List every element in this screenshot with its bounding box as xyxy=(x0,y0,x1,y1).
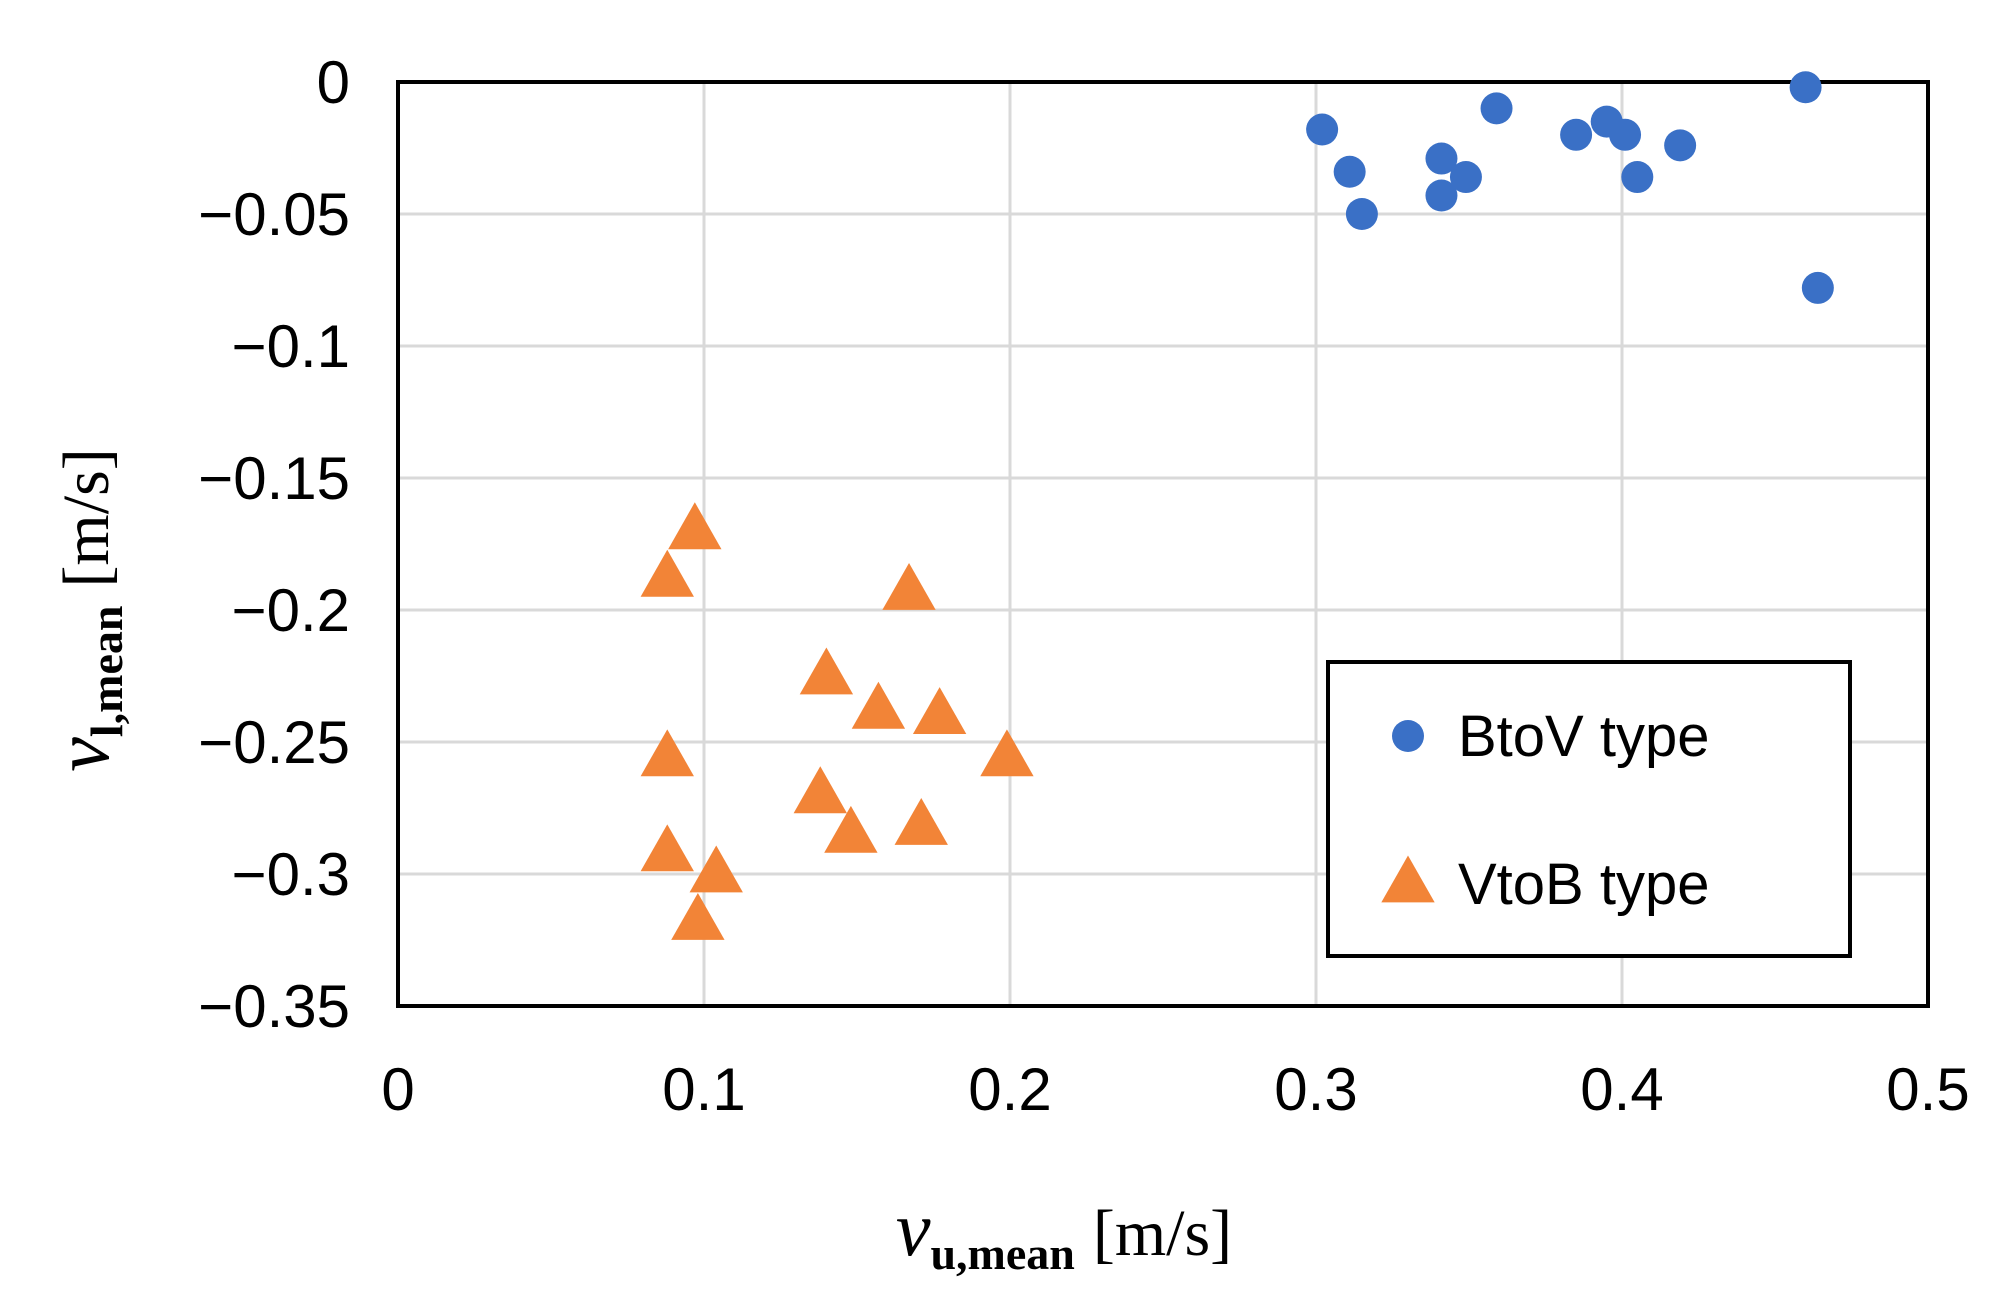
data-point-circle xyxy=(1425,142,1458,175)
x-tick-label: 0.5 xyxy=(1886,1056,1969,1123)
x-tick-labels: 0 0.1 0.2 0.3 0.4 0.5 xyxy=(381,1056,1969,1123)
plot-area-frame xyxy=(396,80,1930,1008)
legend-item: BtoV type xyxy=(1392,704,1709,769)
legend-item: VtoB type xyxy=(1381,852,1709,917)
y-tick-label: −0.2 xyxy=(232,577,350,644)
x-tick-label: 0.4 xyxy=(1580,1056,1663,1123)
data-point-triangle xyxy=(668,502,722,550)
data-point-circle xyxy=(1345,198,1378,230)
data-point-circle xyxy=(1306,113,1339,146)
data-point-triangle xyxy=(689,845,743,893)
data-point-triangle xyxy=(640,729,694,777)
data-point-circle xyxy=(1480,92,1513,125)
x-axis-symbol: v xyxy=(896,1185,931,1272)
y-axis-subscript: l,mean xyxy=(81,606,132,738)
data-point-circle xyxy=(1621,161,1654,194)
x-axis-subscript: u,mean xyxy=(930,1228,1074,1279)
legend-label: VtoB type xyxy=(1458,852,1709,917)
data-point-triangle xyxy=(640,824,694,872)
data-point-circle xyxy=(1609,118,1642,151)
data-point-triangle xyxy=(793,766,847,814)
x-tick-label: 0.3 xyxy=(1274,1056,1357,1123)
x-axis-unit: [m/s] xyxy=(1093,1197,1232,1270)
y-tick-label: −0.25 xyxy=(198,709,350,776)
data-point-triangle xyxy=(980,729,1034,777)
data-point-circle xyxy=(1664,129,1697,162)
data-point-circle xyxy=(1449,161,1482,194)
y-tick-label: −0.05 xyxy=(198,181,350,248)
x-tick-label: 0.1 xyxy=(662,1056,745,1123)
legend-box xyxy=(1326,660,1852,958)
data-point-circle xyxy=(1801,271,1834,304)
y-axis-unit: [m/s] xyxy=(50,448,123,587)
data-point-triangle xyxy=(851,681,906,729)
data-point-triangle xyxy=(799,647,854,695)
data-point-circle xyxy=(1425,179,1458,212)
y-tick-label: −0.1 xyxy=(232,313,350,380)
legend-circle-marker xyxy=(1392,720,1424,752)
legend-label: BtoV type xyxy=(1458,704,1709,769)
series-1 xyxy=(1306,71,1834,304)
data-point-triangle xyxy=(671,893,725,940)
data-point-triangle xyxy=(824,805,878,853)
data-point-triangle xyxy=(894,797,948,845)
data-point-triangle xyxy=(882,563,936,610)
data-point-triangle xyxy=(640,549,694,597)
y-tick-label: 0 xyxy=(317,49,350,116)
x-tick-label: 0.2 xyxy=(968,1056,1051,1123)
y-tick-label: −0.3 xyxy=(232,841,350,908)
x-tick-label: 0 xyxy=(381,1056,414,1123)
data-point-triangle xyxy=(912,687,967,734)
y-tick-label: −0.35 xyxy=(198,973,350,1040)
series-2 xyxy=(640,502,1034,940)
y-axis-label: vl,mean [m/s] xyxy=(38,448,132,772)
data-point-circle xyxy=(1333,155,1366,188)
legend-triangle-marker xyxy=(1381,855,1435,903)
data-point-circle xyxy=(1789,71,1822,104)
data-markers xyxy=(640,71,1834,940)
y-tick-label: −0.15 xyxy=(198,445,350,512)
data-point-circle xyxy=(1560,118,1593,151)
x-axis-label: vu,mean [m/s] xyxy=(896,1185,1232,1279)
y-tick-labels: 0 −0.05 −0.1 −0.15 −0.2 −0.25 −0.3 −0.35 xyxy=(198,49,350,1040)
y-axis-symbol: v xyxy=(38,737,125,772)
legend: BtoV type VtoB type xyxy=(1326,660,1852,958)
